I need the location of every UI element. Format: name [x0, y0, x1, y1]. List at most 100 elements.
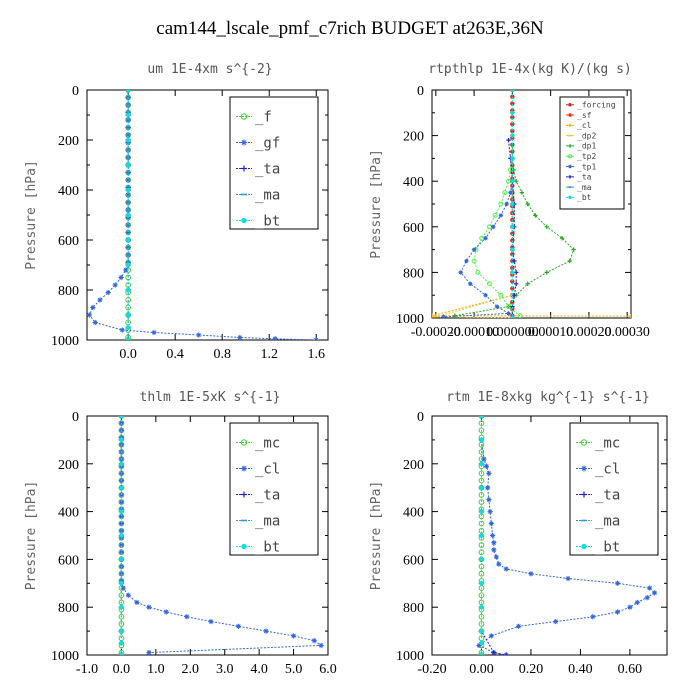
data-point — [119, 580, 124, 586]
data-point — [476, 642, 482, 649]
legend-label: _ma — [255, 187, 280, 203]
legend-label: _cl — [595, 461, 620, 477]
data-point — [119, 557, 124, 562]
legend-label: _dp1 — [577, 142, 596, 151]
panel-3: thlm 1E-5xK s^{-1} Pressure [hPa] 0 200 400 6… — [24, 390, 337, 677]
legend-marker — [568, 144, 572, 148]
data-point — [510, 238, 515, 243]
data-point — [487, 509, 493, 515]
data-point — [498, 213, 504, 218]
data-point — [468, 281, 473, 286]
legend-label: _ma — [255, 513, 280, 529]
data-point — [528, 571, 534, 577]
legend-marker — [568, 164, 572, 169]
data-point — [503, 566, 509, 572]
x-tick-label: 4.0 — [250, 662, 268, 677]
series-dp1 — [452, 142, 576, 318]
data-point — [92, 319, 98, 326]
legend-marker — [581, 543, 587, 550]
legend-label: _gf — [255, 135, 280, 151]
data-point — [125, 132, 131, 138]
data-point — [125, 287, 131, 293]
panel-1: um 1E-4xm s^{-2} Pressure [hPa] 0 200 400 600… — [24, 62, 329, 362]
data-point — [510, 224, 515, 229]
panel-4: rtm 1E-8xkg kg^{-1} s^{-1} Pressure [hPa]… — [369, 390, 668, 677]
x-tick-label: 1.6 — [307, 347, 325, 362]
data-point — [118, 274, 124, 281]
data-point — [571, 247, 576, 252]
legend-label: _bt — [577, 193, 592, 202]
legend-label: _cl — [255, 461, 280, 477]
data-point — [163, 609, 169, 615]
legend-marker — [240, 439, 248, 446]
y-tick-label: 800 — [403, 601, 424, 616]
data-point — [627, 604, 633, 610]
y-tick-label: 600 — [403, 553, 424, 568]
legend: _forcing_sf_cl_dp2 _dp1_tp2_tp1 _ta_ma_bt — [559, 96, 625, 210]
y-tick-label: 1000 — [396, 649, 424, 664]
data-point — [492, 212, 498, 218]
series-bt — [125, 90, 131, 340]
data-point — [510, 133, 515, 138]
series-line — [435, 90, 513, 318]
y-tick-label: 600 — [58, 234, 79, 249]
data-point — [483, 236, 488, 241]
plot-area — [432, 90, 631, 318]
data-point — [510, 265, 515, 271]
data-point — [628, 313, 631, 318]
data-point — [614, 580, 621, 586]
x-tick-label: 0.00 — [469, 662, 494, 677]
data-point — [208, 618, 214, 625]
x-tick-label: 0.0 — [119, 347, 137, 362]
data-point — [510, 101, 515, 106]
y-tick-label: 200 — [403, 130, 424, 145]
y-tick-label: 0 — [72, 84, 79, 99]
plot-area — [87, 90, 319, 340]
data-point — [525, 281, 530, 286]
data-point — [479, 652, 484, 655]
legend-marker — [241, 491, 247, 498]
data-point — [510, 251, 515, 257]
data-point — [491, 547, 497, 553]
data-point — [119, 437, 124, 443]
data-point — [125, 137, 131, 143]
data-point — [125, 229, 131, 236]
y-tick-label: 800 — [58, 284, 79, 299]
legend-marker — [568, 113, 572, 117]
data-point — [481, 456, 487, 462]
data-point — [105, 289, 111, 296]
data-point — [313, 337, 319, 340]
data-point — [479, 509, 484, 514]
legend-marker — [241, 165, 247, 172]
data-point — [507, 167, 513, 173]
data-point — [151, 329, 157, 336]
data-point — [479, 640, 484, 646]
data-point — [485, 485, 491, 491]
y-tick-label: 200 — [58, 458, 79, 473]
data-point — [441, 314, 446, 318]
x-tick-label: 1.2 — [260, 347, 278, 362]
data-point — [87, 312, 92, 318]
data-point — [125, 177, 131, 183]
y-axis-label: Pressure [hPa] — [369, 149, 384, 259]
data-point — [235, 623, 242, 629]
data-point — [464, 258, 469, 264]
series-line — [454, 144, 575, 317]
data-point — [479, 580, 484, 586]
data-point — [510, 299, 515, 305]
legend-marker — [568, 102, 572, 107]
panel-title: um 1E-4xm s^{-2} — [147, 62, 272, 77]
data-point — [510, 247, 515, 252]
data-point — [544, 224, 550, 229]
data-point — [513, 179, 519, 184]
data-point — [118, 528, 125, 534]
data-point — [311, 638, 317, 644]
x-tick-label: 5.0 — [285, 662, 303, 677]
data-point — [119, 416, 124, 419]
legend-marker — [568, 195, 572, 200]
y-axis-label: Pressure [hPa] — [369, 481, 384, 591]
data-point — [125, 187, 131, 193]
legend-marker — [241, 465, 247, 472]
data-point — [512, 293, 517, 298]
